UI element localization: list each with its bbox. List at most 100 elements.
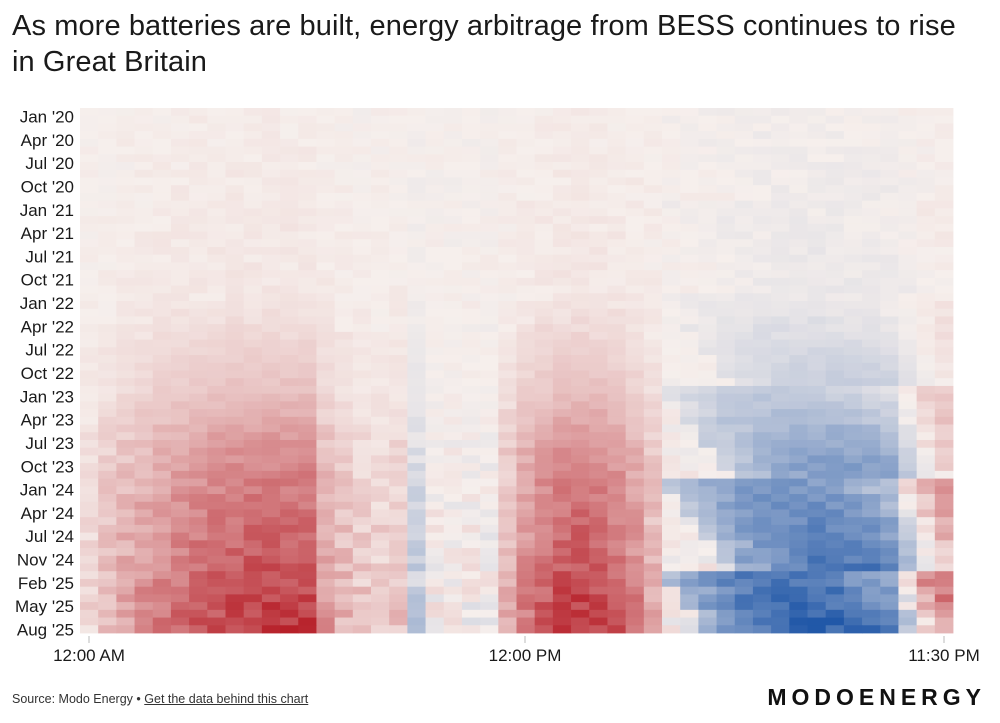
heatmap-cell — [98, 540, 117, 549]
heatmap-cell — [225, 200, 245, 209]
heatmap-cell — [116, 355, 135, 364]
heatmap-cell — [534, 108, 554, 117]
heatmap-cell — [389, 594, 408, 603]
heatmap-cell — [98, 355, 117, 364]
heatmap-cell — [298, 555, 317, 564]
heatmap-cell — [80, 308, 99, 317]
heatmap-cell — [461, 517, 481, 526]
heatmap-cell — [716, 254, 736, 263]
y-tick-label: Jan '22 — [20, 294, 74, 313]
heatmap-cell — [680, 308, 699, 317]
heatmap-cell — [152, 131, 172, 140]
heatmap-cell — [461, 548, 481, 557]
heatmap-cell — [807, 192, 827, 202]
heatmap-cell — [643, 293, 663, 302]
heatmap-cell — [207, 270, 226, 279]
heatmap-cell — [134, 540, 154, 549]
heatmap-cell — [98, 463, 117, 472]
heatmap-cell — [461, 108, 481, 117]
heatmap-cell — [880, 123, 899, 132]
heatmap-cell — [716, 455, 736, 464]
heatmap-cell — [498, 548, 517, 557]
heatmap-cell — [843, 432, 863, 441]
heatmap-cell — [334, 563, 354, 572]
heatmap-cell — [134, 494, 154, 503]
heatmap-cell — [589, 617, 608, 626]
heatmap-cell — [334, 223, 354, 232]
heatmap-cell — [716, 200, 736, 209]
heatmap-cell — [789, 331, 808, 341]
heatmap-cell — [898, 609, 918, 618]
heatmap-cell — [170, 270, 190, 279]
heatmap-cell — [316, 355, 336, 364]
heatmap-cell — [607, 262, 627, 271]
heatmap-cell — [680, 138, 699, 147]
heatmap-cell — [607, 192, 627, 202]
heatmap-cell — [734, 169, 754, 178]
heatmap-cell — [116, 486, 135, 495]
heatmap-cell — [152, 424, 172, 433]
heatmap-cell — [80, 277, 99, 286]
heatmap-cell — [825, 169, 845, 178]
heatmap-cell — [734, 316, 754, 325]
heatmap-cell — [698, 517, 717, 526]
heatmap-cell — [716, 138, 736, 147]
heatmap-cell — [152, 439, 172, 449]
heatmap-cell — [571, 370, 590, 379]
heatmap-cell — [280, 548, 299, 557]
heatmap-cell — [825, 594, 845, 603]
heatmap-cell — [534, 331, 554, 341]
heatmap-cell — [734, 223, 754, 232]
heatmap-cell — [225, 131, 245, 140]
heatmap-cell — [916, 532, 936, 541]
heatmap-cell — [461, 331, 481, 341]
y-tick-label: Jan '24 — [20, 481, 74, 500]
heatmap-cell — [243, 339, 263, 348]
data-link[interactable]: Get the data behind this chart — [144, 692, 309, 706]
heatmap-cell — [698, 494, 717, 503]
heatmap-cell — [407, 555, 426, 564]
heatmap-cell — [116, 316, 135, 325]
heatmap-cell — [389, 439, 408, 449]
heatmap-cell — [680, 162, 699, 171]
heatmap-cell — [698, 301, 717, 310]
heatmap-cell — [625, 108, 645, 117]
heatmap-cell — [498, 532, 517, 541]
heatmap-cell — [734, 424, 754, 433]
heatmap-cell — [461, 146, 481, 155]
heatmap-cell — [443, 355, 463, 364]
heatmap-cell — [352, 447, 372, 456]
heatmap-cell — [207, 123, 226, 132]
heatmap-cell — [698, 416, 717, 425]
heatmap-cell — [116, 108, 135, 117]
heatmap-cell — [116, 463, 135, 472]
heatmap-cell — [807, 494, 827, 503]
heatmap-cell — [752, 578, 772, 588]
heatmap-cell — [789, 548, 808, 557]
heatmap-cell — [916, 177, 936, 186]
heatmap-cell — [225, 486, 245, 495]
heatmap-cell — [862, 177, 881, 186]
heatmap-cell — [98, 324, 117, 333]
heatmap-cell — [516, 162, 536, 171]
heatmap-cell — [371, 609, 390, 618]
heatmap-cell — [916, 270, 936, 279]
heatmap-cell — [607, 517, 627, 526]
heatmap-cell — [116, 385, 135, 395]
heatmap-cell — [916, 200, 936, 209]
heatmap-cell — [80, 370, 99, 379]
heatmap-cell — [170, 478, 190, 487]
heatmap-cell — [80, 200, 99, 209]
heatmap-cell — [189, 138, 208, 147]
heatmap-cell — [571, 177, 590, 186]
heatmap-cell — [862, 563, 881, 572]
heatmap-cell — [371, 208, 390, 217]
heatmap-cell — [880, 609, 899, 618]
heatmap-cell — [752, 548, 772, 557]
heatmap-cell — [498, 254, 517, 263]
heatmap-cell — [98, 208, 117, 217]
heatmap-cell — [170, 555, 190, 564]
heatmap-cell — [316, 370, 336, 379]
heatmap-cell — [170, 409, 190, 418]
heatmap-cell — [934, 578, 954, 588]
